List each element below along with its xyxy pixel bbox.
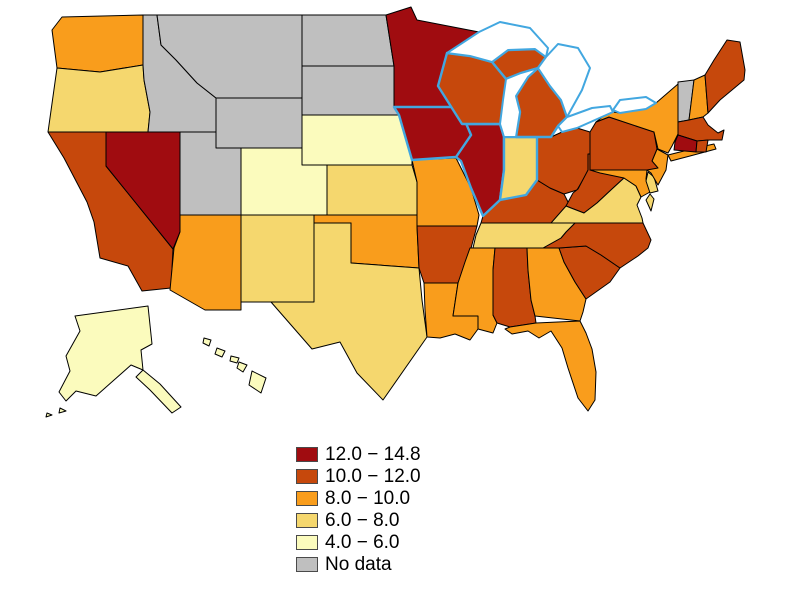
state-ak: [45, 305, 182, 418]
state-hi: [202, 337, 267, 394]
state-ne: [301, 114, 413, 166]
legend: 12.0 − 14.8 10.0 − 12.0 8.0 − 10.0 6.0 −…: [296, 445, 421, 574]
lake-erie: [557, 105, 614, 133]
legend-label: 6.0 − 8.0: [325, 510, 400, 531]
state-sd: [301, 65, 400, 116]
state-fl: [504, 320, 597, 412]
legend-label: 10.0 − 12.0: [325, 466, 421, 487]
legend-label: No data: [325, 554, 392, 575]
state-wy: [215, 97, 303, 149]
state-ct: [673, 134, 698, 153]
lake-ontario: [612, 96, 657, 114]
legend-label: 4.0 − 6.0: [325, 532, 400, 553]
legend-item: No data: [296, 555, 421, 574]
legend-item: 4.0 − 6.0: [296, 533, 421, 552]
state-ks: [326, 164, 418, 216]
state-tx: [270, 222, 428, 401]
state-nh: [688, 74, 709, 121]
legend-item: 8.0 − 10.0: [296, 489, 421, 508]
state-ri: [695, 139, 709, 153]
legend-swatch-8-10: [296, 491, 318, 506]
state-mo: [411, 157, 480, 227]
state-wa: [51, 14, 144, 73]
state-md: [589, 169, 651, 198]
legend-swatch-6-8: [296, 513, 318, 528]
lake-michigan: [499, 67, 539, 138]
state-nd: [301, 14, 395, 67]
legend-item: 12.0 − 14.8: [296, 445, 421, 464]
state-me: [704, 39, 746, 114]
legend-item: 10.0 − 12.0: [296, 467, 421, 486]
state-or: [47, 64, 151, 133]
legend-item: 6.0 − 8.0: [296, 511, 421, 530]
lakes-layer: [446, 21, 657, 138]
legend-swatch-4-6: [296, 535, 318, 550]
states-layer: [45, 6, 746, 418]
legend-label: 8.0 − 10.0: [325, 488, 411, 509]
legend-swatch-no-data: [296, 557, 318, 572]
legend-swatch-12-14.8: [296, 447, 318, 462]
legend-swatch-10-12: [296, 469, 318, 484]
state-az: [169, 214, 242, 311]
legend-label: 12.0 − 14.8: [325, 444, 421, 465]
lake-huron: [537, 43, 591, 118]
